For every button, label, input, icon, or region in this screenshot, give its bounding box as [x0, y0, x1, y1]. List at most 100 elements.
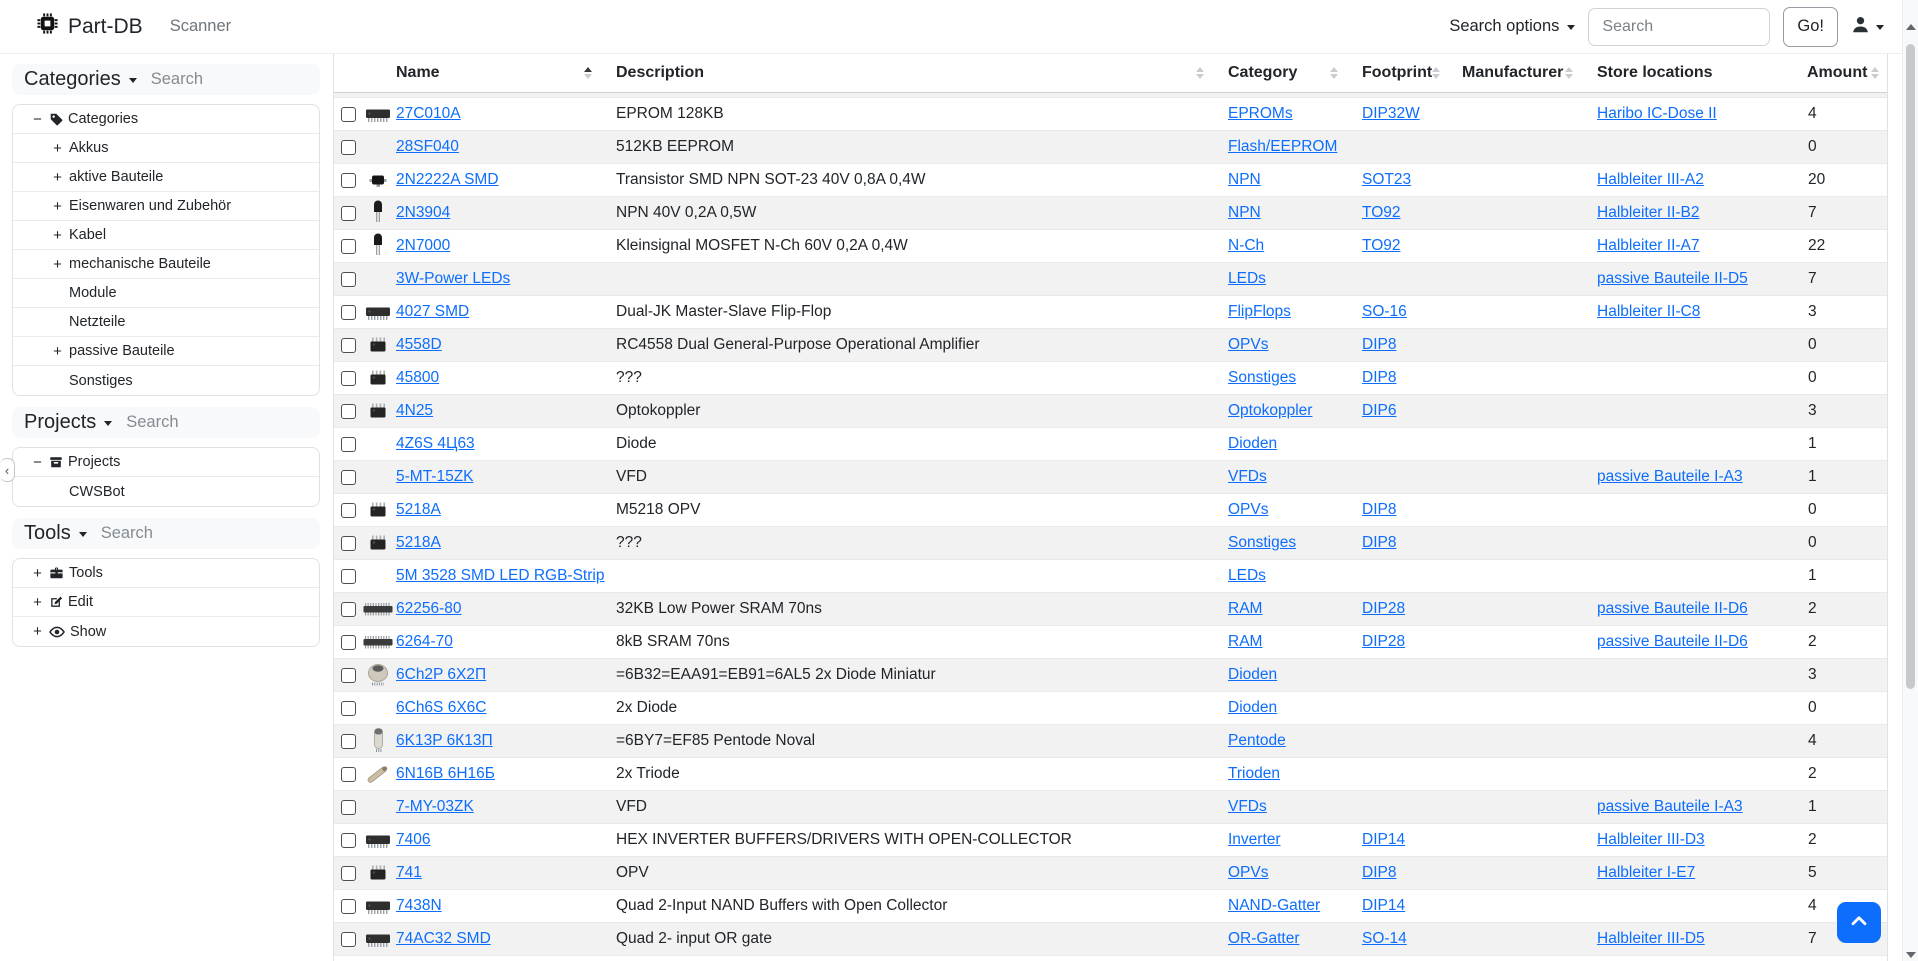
category-link[interactable]: VFDs: [1228, 468, 1267, 485]
scroll-down-arrow[interactable]: [1906, 952, 1916, 958]
part-name-link[interactable]: 3W-Power LEDs: [396, 270, 511, 287]
plus-icon[interactable]: +: [53, 139, 62, 157]
row-checkbox[interactable]: [341, 271, 356, 287]
part-name-link[interactable]: 5M 3528 SMD LED RGB-Strip: [396, 567, 605, 584]
column-header-description[interactable]: Description: [616, 54, 1228, 92]
row-checkbox[interactable]: [341, 436, 356, 452]
column-header-manufacturer[interactable]: Manufacturer: [1462, 54, 1597, 92]
plus-icon[interactable]: +: [53, 342, 62, 360]
footprint-link[interactable]: DIP32W: [1362, 105, 1420, 122]
column-header-category[interactable]: Category: [1228, 54, 1362, 92]
part-name-link[interactable]: 741: [396, 864, 422, 881]
plus-icon[interactable]: +: [33, 564, 42, 582]
row-checkbox[interactable]: [341, 601, 356, 617]
scrollbar-thumb[interactable]: [1906, 44, 1915, 689]
part-name-link[interactable]: 7406: [396, 831, 431, 848]
section-search-input[interactable]: [100, 524, 231, 543]
vertical-scrollbar[interactable]: [1902, 0, 1918, 961]
tree-item-tools[interactable]: + Tools: [13, 559, 319, 588]
row-checkbox[interactable]: [341, 469, 356, 485]
row-checkbox[interactable]: [341, 700, 356, 716]
row-checkbox[interactable]: [341, 304, 356, 320]
scroll-up-arrow[interactable]: [1906, 24, 1916, 30]
category-link[interactable]: Optokoppler: [1228, 402, 1313, 419]
store-location-link[interactable]: Halbleiter I-E7: [1597, 864, 1696, 881]
global-search-input[interactable]: [1588, 7, 1771, 46]
row-checkbox[interactable]: [341, 337, 356, 353]
store-location-link[interactable]: Halbleiter III-A2: [1597, 171, 1704, 188]
tree-item-netzteile[interactable]: Netzteile: [13, 308, 319, 337]
part-name-link[interactable]: 6Ch6S 6X6C: [396, 699, 487, 716]
category-link[interactable]: N-Ch: [1228, 237, 1265, 254]
tree-item-mechanische-bauteile[interactable]: + mechanische Bauteile: [13, 250, 319, 279]
category-link[interactable]: FlipFlops: [1228, 303, 1291, 320]
row-checkbox[interactable]: [341, 139, 356, 155]
row-checkbox[interactable]: [341, 832, 356, 848]
footprint-link[interactable]: DIP8: [1362, 336, 1397, 353]
plus-icon[interactable]: +: [53, 197, 62, 215]
part-name-link[interactable]: 5218A: [396, 501, 441, 518]
sidebar-collapse-handle[interactable]: ‹: [0, 458, 15, 482]
user-menu[interactable]: [1851, 15, 1884, 39]
row-checkbox[interactable]: [341, 106, 356, 122]
sort-icon[interactable]: [584, 67, 592, 79]
part-name-link[interactable]: 62256-80: [396, 600, 462, 617]
part-name-link[interactable]: 5-MT-15ZK: [396, 468, 474, 485]
part-name-link[interactable]: 2N2222A SMD: [396, 171, 499, 188]
column-header-footprint[interactable]: Footprint: [1362, 54, 1462, 92]
row-checkbox[interactable]: [341, 205, 356, 221]
plus-icon[interactable]: +: [33, 593, 42, 611]
tree-item-cwsbot[interactable]: CWSBot: [13, 477, 319, 506]
footprint-link[interactable]: SOT23: [1362, 171, 1412, 188]
part-name-link[interactable]: 45800: [396, 369, 440, 386]
row-checkbox[interactable]: [341, 403, 356, 419]
part-name-link[interactable]: 2N7000: [396, 237, 451, 254]
row-checkbox[interactable]: [341, 733, 356, 749]
tree-item-aktive-bauteile[interactable]: + aktive Bauteile: [13, 163, 319, 192]
store-location-link[interactable]: passive Bauteile II-D5: [1597, 270, 1748, 287]
category-link[interactable]: OPVs: [1228, 336, 1269, 353]
store-location-link[interactable]: passive Bauteile II-D6: [1597, 600, 1748, 617]
category-link[interactable]: OR-Gatter: [1228, 930, 1300, 947]
minus-icon[interactable]: −: [33, 110, 42, 128]
row-checkbox[interactable]: [341, 634, 356, 650]
footprint-link[interactable]: DIP28: [1362, 600, 1406, 617]
row-checkbox[interactable]: [341, 502, 356, 518]
footprint-link[interactable]: DIP28: [1362, 633, 1406, 650]
category-link[interactable]: RAM: [1228, 633, 1263, 650]
tree-item-projects[interactable]: − Projects: [13, 448, 319, 477]
part-name-link[interactable]: 27C010A: [396, 105, 461, 122]
footprint-link[interactable]: DIP6: [1362, 402, 1397, 419]
part-name-link[interactable]: 28SF040: [396, 138, 459, 155]
store-location-link[interactable]: passive Bauteile I-A3: [1597, 798, 1743, 815]
footprint-link[interactable]: SO-14: [1362, 930, 1407, 947]
category-link[interactable]: NPN: [1228, 204, 1261, 221]
row-checkbox[interactable]: [341, 931, 356, 947]
back-to-top-button[interactable]: [1837, 902, 1881, 943]
minus-icon[interactable]: −: [33, 453, 42, 471]
row-checkbox[interactable]: [341, 535, 356, 551]
tree-item-sonstiges[interactable]: Sonstiges: [13, 366, 319, 395]
part-name-link[interactable]: 6Ch2P 6Х2П: [396, 666, 487, 683]
tree-item-passive-bauteile[interactable]: + passive Bauteile: [13, 337, 319, 366]
part-name-link[interactable]: 2N3904: [396, 204, 451, 221]
sort-icon[interactable]: [1871, 67, 1879, 79]
row-checkbox[interactable]: [341, 172, 356, 188]
category-link[interactable]: NPN: [1228, 171, 1261, 188]
tree-item-module[interactable]: Module: [13, 279, 319, 308]
footprint-link[interactable]: DIP14: [1362, 831, 1406, 848]
category-link[interactable]: EPROMs: [1228, 105, 1293, 122]
sort-icon[interactable]: [1330, 67, 1338, 79]
footprint-link[interactable]: TO92: [1362, 204, 1401, 221]
part-name-link[interactable]: 7438N: [396, 897, 442, 914]
store-location-link[interactable]: Halbleiter II-C8: [1597, 303, 1701, 320]
footprint-link[interactable]: SO-16: [1362, 303, 1407, 320]
tree-item-categories[interactable]: − Categories: [13, 105, 319, 134]
category-link[interactable]: OPVs: [1228, 501, 1269, 518]
row-checkbox[interactable]: [341, 667, 356, 683]
part-name-link[interactable]: 6N16B 6Н16Б: [396, 765, 495, 782]
plus-icon[interactable]: +: [33, 623, 42, 640]
sort-icon[interactable]: [1432, 67, 1441, 79]
store-location-link[interactable]: Halbleiter II-A7: [1597, 237, 1700, 254]
tree-item-edit[interactable]: + Edit: [13, 588, 319, 617]
